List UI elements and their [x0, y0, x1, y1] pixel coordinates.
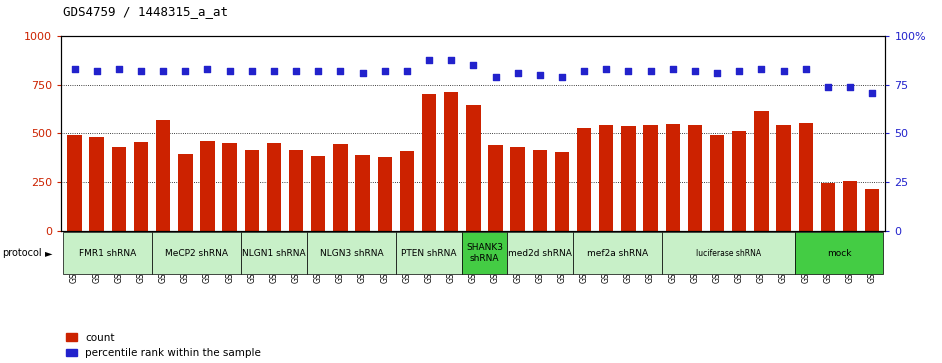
Bar: [776, 125, 790, 231]
Bar: [267, 143, 281, 231]
Bar: [112, 147, 126, 231]
Point: [222, 68, 237, 74]
Point: [842, 84, 857, 90]
Bar: [643, 125, 658, 231]
Text: GDS4759 / 1448315_a_at: GDS4759 / 1448315_a_at: [63, 5, 228, 19]
Bar: [865, 189, 880, 231]
Point: [67, 66, 82, 72]
Bar: [511, 147, 525, 231]
Text: FMR1 shRNA: FMR1 shRNA: [79, 249, 137, 258]
Point: [732, 68, 747, 74]
Point: [311, 68, 326, 74]
Point: [178, 68, 193, 74]
Text: NLGN1 shRNA: NLGN1 shRNA: [242, 249, 306, 258]
Bar: [245, 150, 259, 231]
Point: [688, 68, 703, 74]
Bar: [134, 142, 148, 231]
Point: [399, 68, 414, 74]
Bar: [710, 135, 724, 231]
Point: [421, 57, 436, 62]
Point: [820, 84, 836, 90]
Bar: [222, 143, 236, 231]
Point: [754, 66, 769, 72]
Bar: [201, 141, 215, 231]
Point: [665, 66, 680, 72]
Bar: [843, 181, 857, 231]
Point: [643, 68, 658, 74]
Bar: [732, 131, 746, 231]
Point: [200, 66, 215, 72]
Text: mef2a shRNA: mef2a shRNA: [587, 249, 648, 258]
Point: [776, 68, 791, 74]
Point: [134, 68, 149, 74]
Bar: [488, 145, 503, 231]
Bar: [333, 144, 348, 231]
Bar: [820, 183, 835, 231]
Text: ►: ►: [45, 248, 53, 258]
Point: [577, 68, 592, 74]
Text: MeCP2 shRNA: MeCP2 shRNA: [165, 249, 228, 258]
Text: protocol: protocol: [2, 248, 41, 258]
Text: NLGN3 shRNA: NLGN3 shRNA: [319, 249, 383, 258]
Point: [267, 68, 282, 74]
Point: [798, 66, 813, 72]
Bar: [67, 135, 82, 231]
Bar: [532, 150, 547, 231]
Bar: [666, 124, 680, 231]
Point: [488, 74, 503, 80]
Point: [288, 68, 303, 74]
Bar: [799, 123, 813, 231]
Text: PTEN shRNA: PTEN shRNA: [401, 249, 457, 258]
Bar: [422, 94, 436, 231]
Text: luciferase shRNA: luciferase shRNA: [695, 249, 761, 258]
Bar: [599, 125, 613, 231]
Bar: [466, 105, 480, 231]
Bar: [355, 155, 370, 231]
Point: [465, 62, 480, 68]
Point: [599, 66, 614, 72]
Bar: [378, 157, 392, 231]
Bar: [178, 154, 192, 231]
Point: [621, 68, 636, 74]
Point: [532, 72, 547, 78]
Bar: [444, 91, 459, 231]
Text: med2d shRNA: med2d shRNA: [508, 249, 572, 258]
Bar: [755, 111, 769, 231]
Point: [709, 70, 724, 76]
Point: [155, 68, 171, 74]
Bar: [399, 151, 414, 231]
Legend: count, percentile rank within the sample: count, percentile rank within the sample: [67, 333, 261, 358]
Bar: [89, 137, 104, 231]
Bar: [311, 156, 325, 231]
Point: [333, 68, 348, 74]
Point: [355, 70, 370, 76]
Point: [511, 70, 526, 76]
Bar: [577, 127, 592, 231]
Point: [111, 66, 126, 72]
Point: [377, 68, 392, 74]
Bar: [289, 150, 303, 231]
Point: [865, 90, 880, 95]
Bar: [622, 126, 636, 231]
Bar: [688, 125, 702, 231]
Text: mock: mock: [827, 249, 852, 258]
Point: [444, 57, 459, 62]
Text: SHANK3
shRNA: SHANK3 shRNA: [466, 244, 503, 263]
Point: [89, 68, 105, 74]
Point: [244, 68, 259, 74]
Bar: [555, 152, 569, 231]
Point: [555, 74, 570, 80]
Bar: [156, 120, 171, 231]
